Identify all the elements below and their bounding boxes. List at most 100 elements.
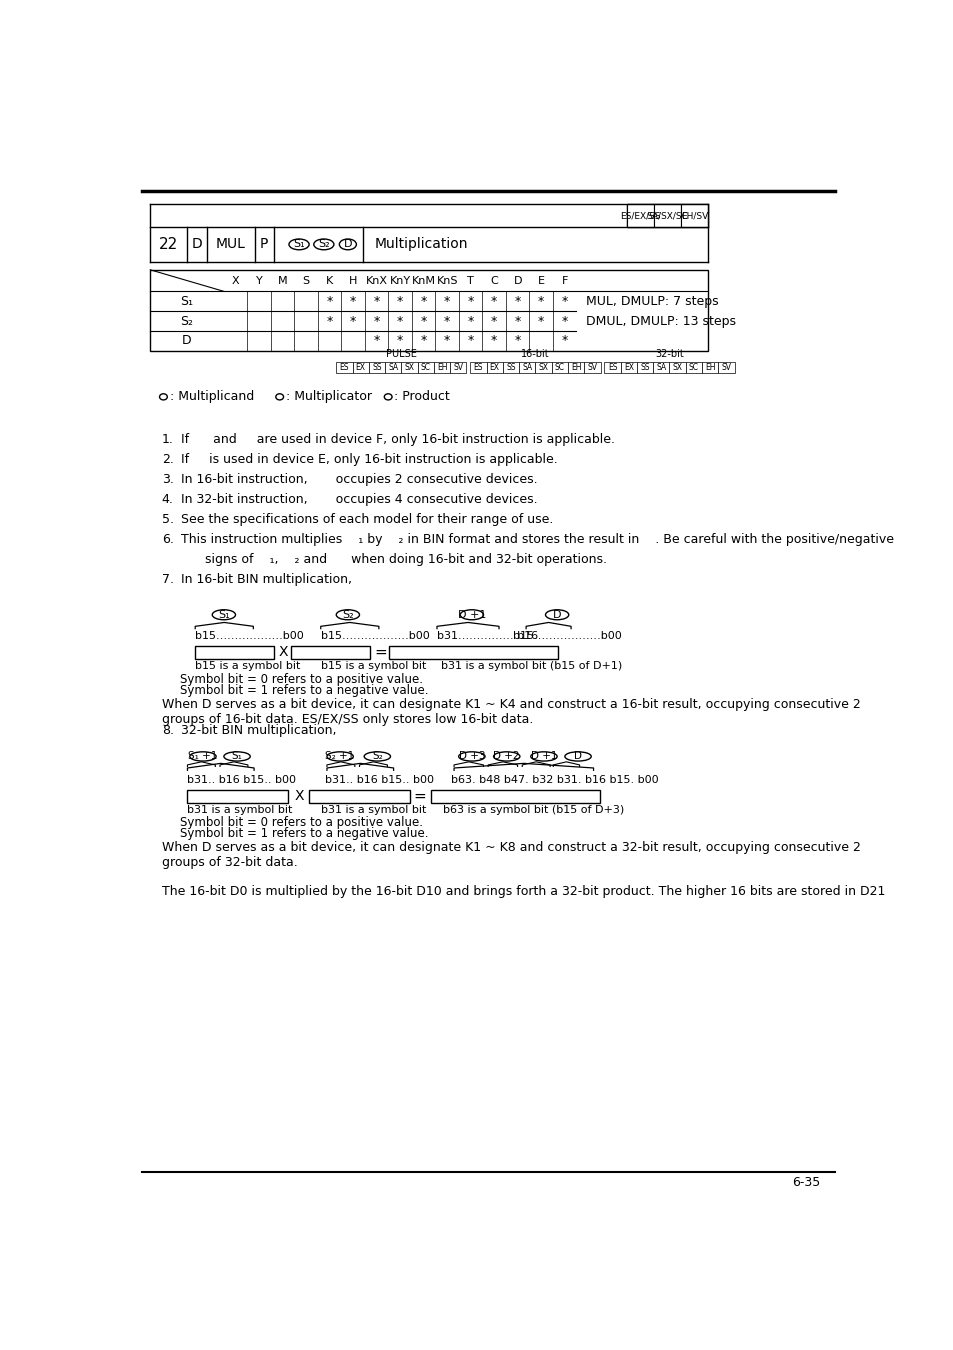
Text: b63. b48 b47. b32 b31. b16 b15. b00: b63. b48 b47. b32 b31. b16 b15. b00 (451, 775, 658, 784)
Text: b31.. b16 b15.. b00: b31.. b16 b15.. b00 (187, 775, 296, 784)
Text: *: * (467, 294, 474, 308)
Text: *: * (326, 315, 333, 328)
Text: *: * (350, 315, 355, 328)
Text: b63 is a symbol bit (b15 of D+3): b63 is a symbol bit (b15 of D+3) (443, 805, 624, 814)
Text: SV: SV (453, 363, 463, 373)
Text: EH: EH (704, 363, 715, 373)
Bar (365, 292, 388, 311)
Bar (637, 362, 653, 373)
Text: X: X (294, 790, 303, 803)
Text: SA: SA (388, 363, 397, 373)
Text: PULSE: PULSE (386, 348, 416, 359)
Bar (317, 310, 341, 331)
Text: *: * (374, 294, 379, 308)
Bar (385, 362, 401, 373)
Text: 8.: 8. (162, 724, 173, 737)
Text: SA: SA (656, 363, 666, 373)
Text: *: * (491, 315, 497, 328)
Text: ES: ES (607, 363, 617, 373)
Text: *: * (443, 315, 450, 328)
Text: S₂: S₂ (372, 752, 382, 761)
Text: H: H (349, 275, 357, 286)
Text: SS: SS (506, 363, 516, 373)
Text: b15 is a symbol bit: b15 is a symbol bit (195, 660, 300, 671)
Bar (435, 310, 458, 331)
Text: KnY: KnY (389, 275, 411, 286)
Text: C: C (490, 275, 497, 286)
Text: *: * (374, 315, 379, 328)
Text: *: * (420, 335, 426, 347)
Text: : Multiplicand: : Multiplicand (170, 390, 253, 404)
Text: *: * (420, 294, 426, 308)
Text: *: * (561, 335, 567, 347)
Text: EX: EX (489, 363, 499, 373)
Text: ES: ES (474, 363, 483, 373)
Text: Y: Y (255, 275, 262, 286)
Text: b31 is a symbol bit: b31 is a symbol bit (320, 805, 426, 814)
Text: *: * (537, 315, 544, 328)
Text: *: * (443, 335, 450, 347)
Bar (529, 331, 553, 351)
Text: E: E (537, 275, 544, 286)
Bar (482, 310, 505, 331)
Text: *: * (491, 335, 497, 347)
Text: EH: EH (436, 363, 447, 373)
Text: SC: SC (688, 363, 699, 373)
Text: When D serves as a bit device, it can designate K1 ~ K4 and construct a 16-bit r: When D serves as a bit device, it can de… (162, 698, 860, 710)
Text: 2.: 2. (162, 452, 173, 466)
Bar (486, 362, 502, 373)
Text: 6-35: 6-35 (792, 1176, 820, 1189)
Bar (502, 362, 518, 373)
Text: If      and     are used in device F, only 16-bit instruction is applicable.: If and are used in device F, only 16-bit… (181, 433, 615, 446)
Text: S: S (302, 275, 310, 286)
Text: D: D (513, 275, 521, 286)
Bar (529, 310, 553, 331)
Text: D +1: D +1 (457, 610, 485, 620)
Text: SX: SX (538, 363, 548, 373)
Text: P: P (260, 238, 268, 251)
Text: EH: EH (570, 363, 580, 373)
Text: *: * (326, 294, 333, 308)
Text: ES: ES (339, 363, 349, 373)
Text: If     is used in device E, only 16-bit instruction is applicable.: If is used in device E, only 16-bit inst… (181, 452, 558, 466)
Text: EH/SV: EH/SV (680, 212, 707, 220)
Text: 32-bit BIN multiplication,: 32-bit BIN multiplication, (181, 724, 336, 737)
Text: Symbol bit = 0 refers to a positive value.: Symbol bit = 0 refers to a positive valu… (179, 817, 422, 829)
Text: SC: SC (420, 363, 431, 373)
Text: EX: EX (623, 363, 633, 373)
Bar (626, 204, 707, 227)
Text: *: * (491, 294, 497, 308)
Bar (412, 310, 435, 331)
Text: Multiplication: Multiplication (375, 238, 468, 251)
Text: 7.: 7. (162, 572, 173, 586)
Text: *: * (374, 335, 379, 347)
Bar (291, 645, 370, 659)
Text: T: T (467, 275, 474, 286)
Text: Symbol bit = 1 refers to a negative value.: Symbol bit = 1 refers to a negative valu… (179, 683, 428, 697)
Bar (718, 362, 734, 373)
Bar (341, 292, 365, 311)
Text: S₁ +1: S₁ +1 (188, 752, 217, 761)
Bar (365, 310, 388, 331)
Text: 3.: 3. (162, 472, 173, 486)
Text: *: * (396, 335, 403, 347)
Text: *: * (514, 335, 520, 347)
Text: SA/SX/SC: SA/SX/SC (646, 212, 688, 220)
Bar (626, 204, 654, 227)
Bar (435, 292, 458, 311)
Text: D +1: D +1 (530, 752, 557, 761)
Text: b31…………… b16: b31…………… b16 (436, 632, 537, 641)
Bar (567, 362, 583, 373)
Text: D: D (343, 239, 352, 250)
Bar (620, 362, 637, 373)
Bar (401, 362, 417, 373)
Bar (317, 292, 341, 311)
Text: : Multiplicator: : Multiplicator (286, 390, 372, 404)
Bar (680, 204, 707, 227)
Text: SS: SS (639, 363, 649, 373)
Text: SV: SV (720, 363, 731, 373)
Bar (412, 331, 435, 351)
Text: When D serves as a bit device, it can designate K1 ~ K8 and construct a 32-bit r: When D serves as a bit device, it can de… (162, 841, 860, 853)
Text: Symbol bit = 0 refers to a positive value.: Symbol bit = 0 refers to a positive valu… (179, 672, 422, 686)
Bar (434, 362, 450, 373)
